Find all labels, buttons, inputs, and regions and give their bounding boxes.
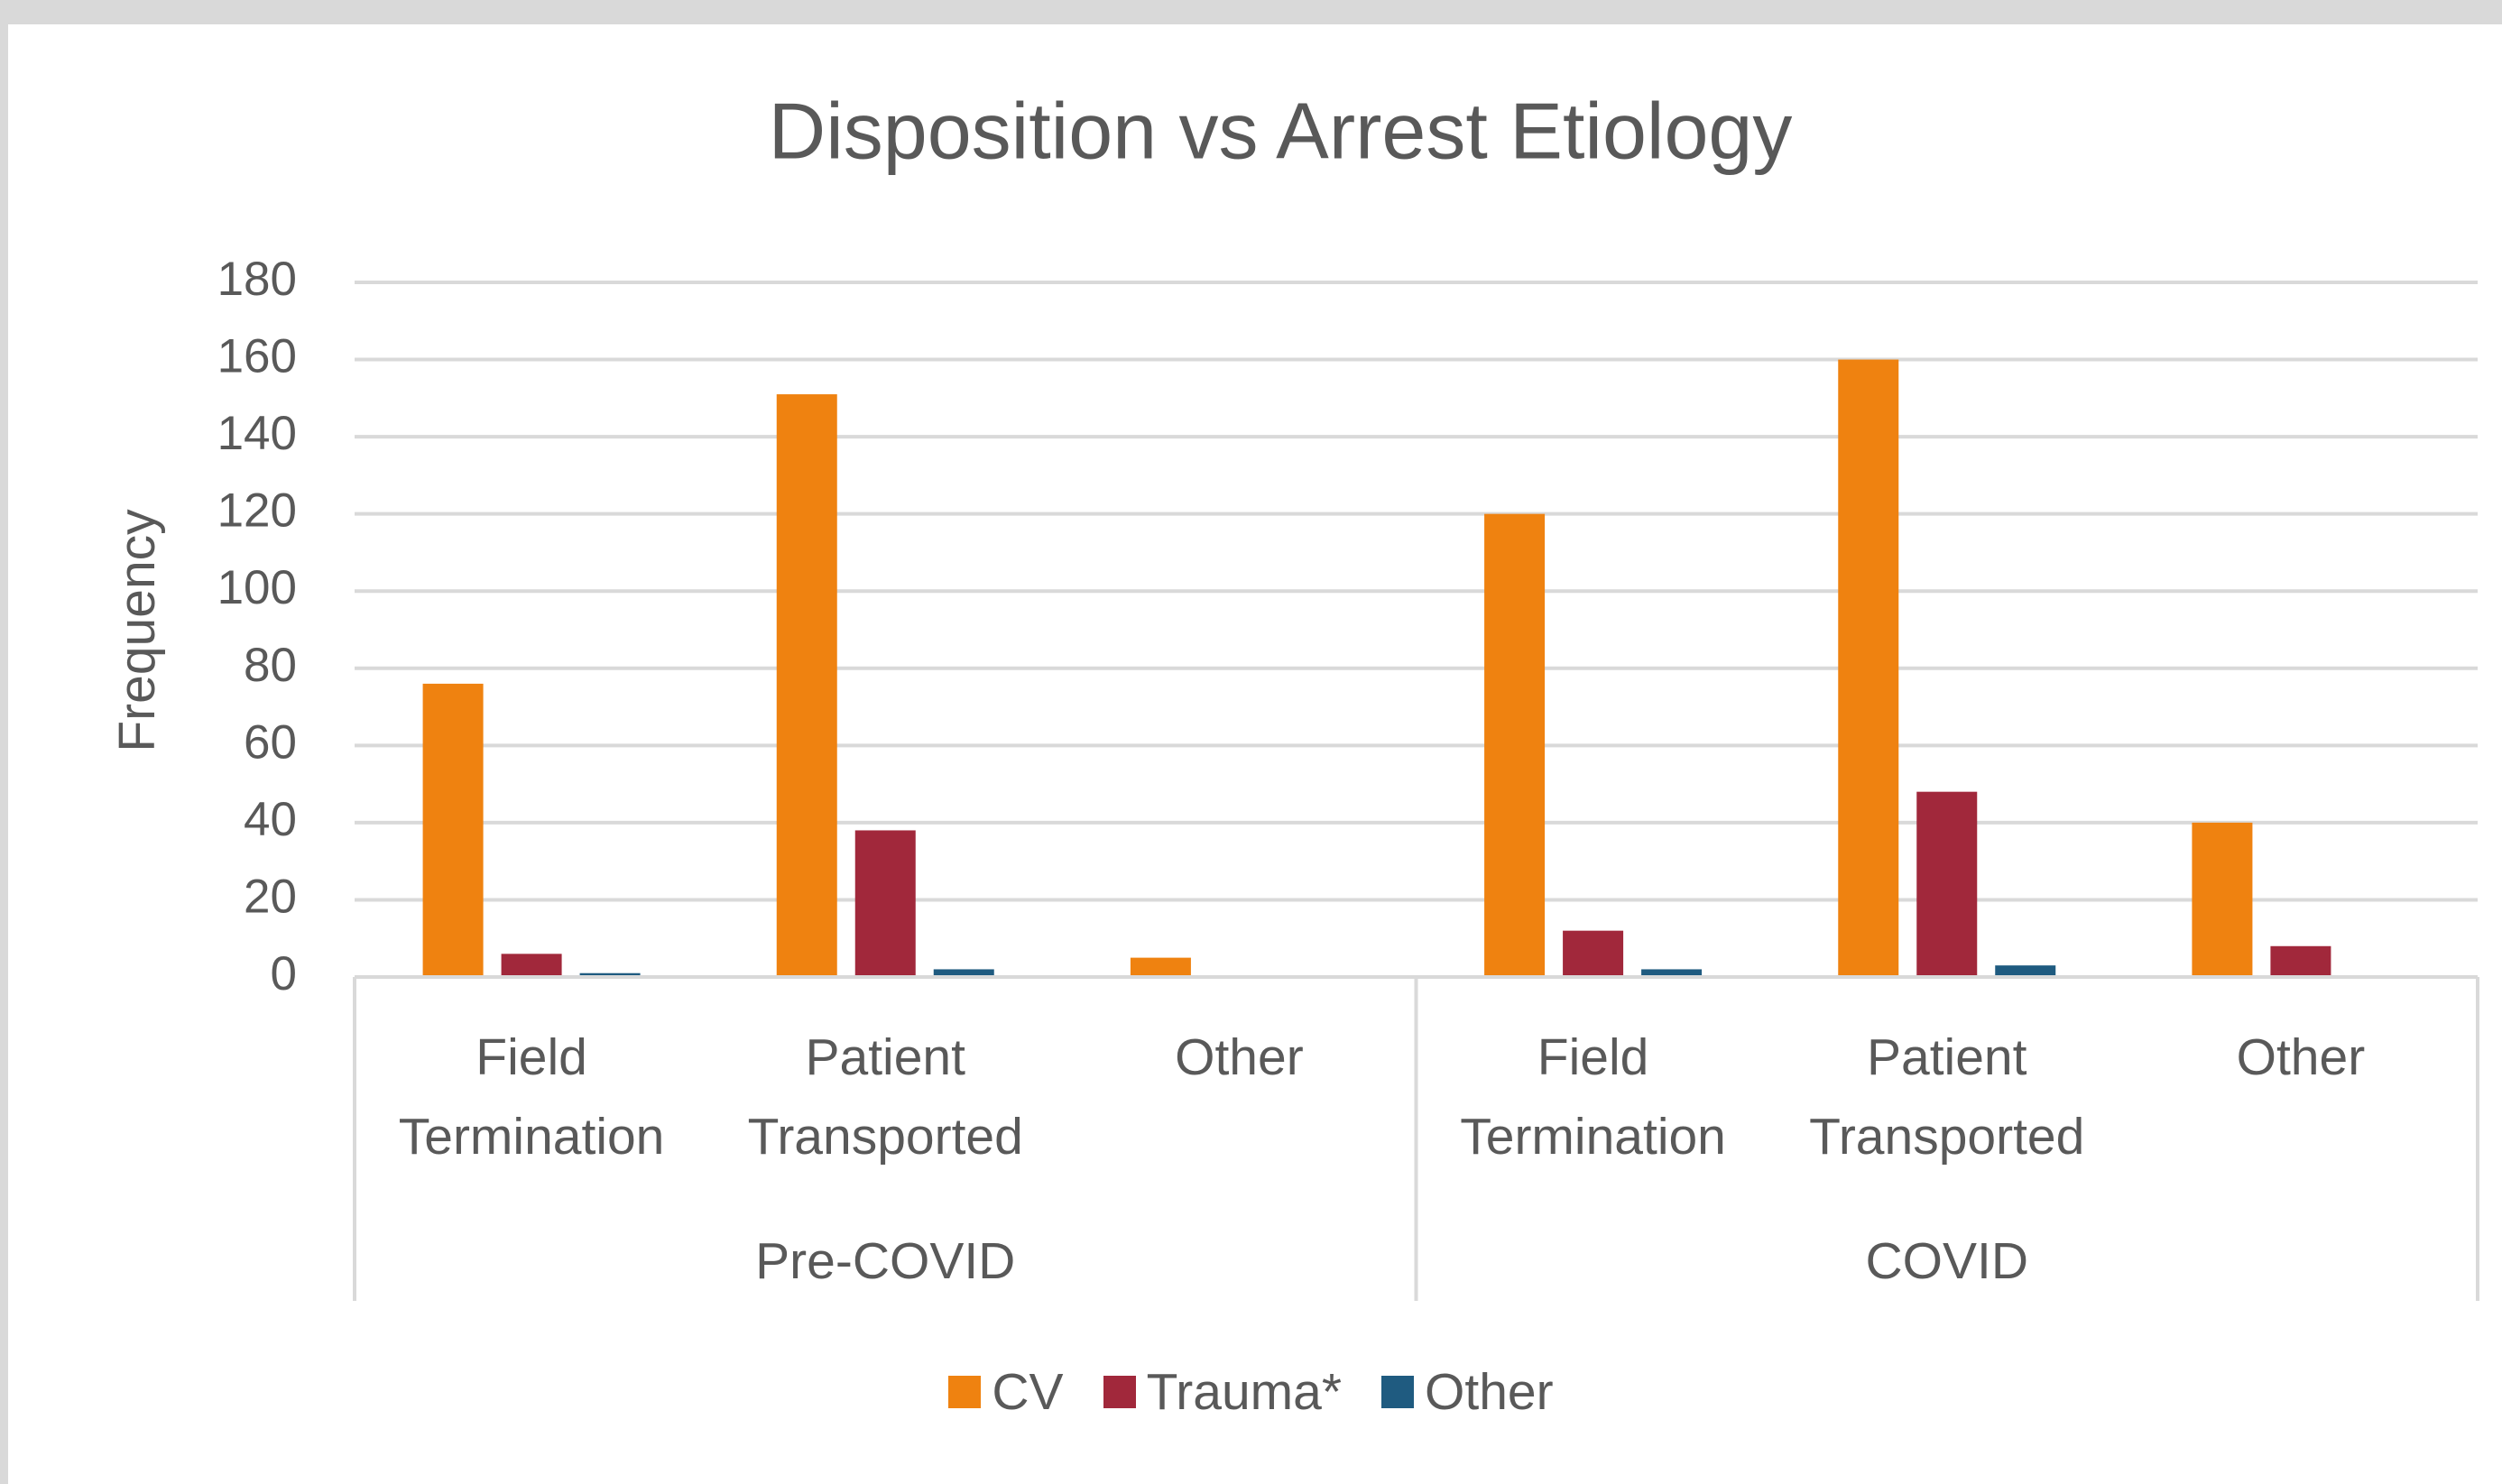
legend-label: Trauma* xyxy=(1146,1363,1343,1421)
bar xyxy=(1641,969,1703,977)
bar xyxy=(501,954,562,977)
legend-label: Other xyxy=(1425,1363,1554,1421)
bar xyxy=(776,394,837,977)
y-tick-label: 60 xyxy=(244,715,297,769)
y-tick-label: 40 xyxy=(244,793,297,846)
bar xyxy=(1563,930,1624,977)
legend-item: Trauma* xyxy=(1103,1362,1342,1422)
x-tick-label: Patient Transported xyxy=(747,1028,1023,1166)
x-tick-label: Field Termination xyxy=(1460,1028,1726,1166)
bar xyxy=(854,830,916,977)
y-tick-label: 140 xyxy=(217,407,297,460)
x-tick-label: Other xyxy=(2236,1028,2366,1086)
bar xyxy=(933,969,994,977)
bar xyxy=(2270,945,2331,977)
x-tick-label: Field Termination xyxy=(398,1028,665,1166)
x-tick-label: Other xyxy=(1175,1028,1304,1086)
y-axis-label: Frequency xyxy=(108,509,166,752)
legend: CV Trauma* Other xyxy=(0,1362,2502,1422)
legend-item: Other xyxy=(1381,1362,1554,1422)
bar xyxy=(422,683,484,977)
bar xyxy=(1838,359,1899,977)
group-label: COVID xyxy=(1865,1232,2029,1290)
y-tick-label: 0 xyxy=(271,947,297,1000)
legend-swatch xyxy=(1381,1376,1415,1408)
bar xyxy=(579,972,641,977)
chart-title: Disposition vs Arrest Etiology xyxy=(769,86,1793,175)
legend-label: CV xyxy=(992,1363,1064,1421)
y-tick-label: 160 xyxy=(217,330,297,383)
bar xyxy=(1916,791,1978,977)
y-tick-label: 180 xyxy=(217,253,297,306)
bar xyxy=(1130,957,1191,977)
bar xyxy=(2192,822,2253,977)
y-tick-label: 100 xyxy=(217,561,297,614)
legend-swatch xyxy=(1103,1376,1136,1408)
legend-swatch xyxy=(948,1376,982,1408)
bar xyxy=(1995,965,2056,977)
y-tick-label: 20 xyxy=(244,870,297,923)
legend-item: CV xyxy=(948,1362,1064,1422)
y-tick-label: 80 xyxy=(244,639,297,692)
y-tick-label: 120 xyxy=(217,484,297,538)
x-tick-label: Patient Transported xyxy=(1809,1028,2085,1166)
bar xyxy=(1484,513,1546,977)
group-label: Pre-COVID xyxy=(755,1232,1016,1290)
